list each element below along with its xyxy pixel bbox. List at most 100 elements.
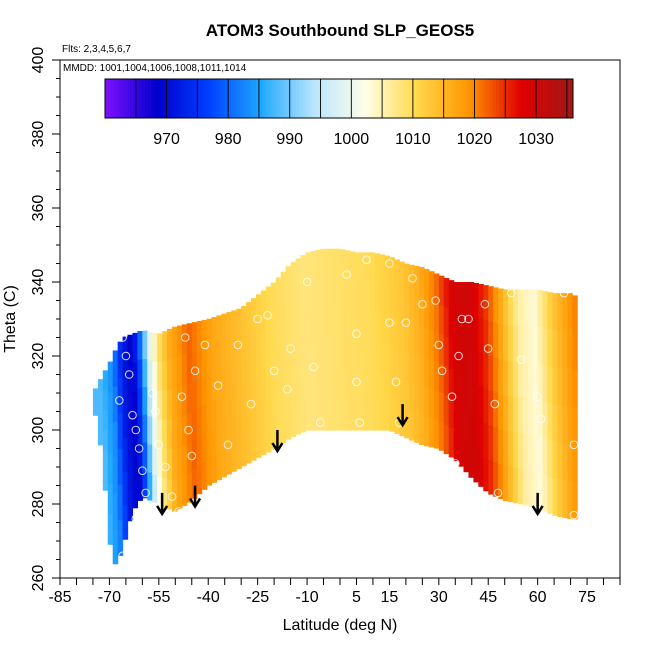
observation-point bbox=[559, 288, 569, 298]
field-cell bbox=[354, 252, 361, 283]
field-cell bbox=[493, 356, 499, 393]
colorbar-tick-label: 980 bbox=[215, 131, 242, 148]
field-cell bbox=[162, 360, 168, 391]
field-cell bbox=[364, 252, 371, 283]
field-cell bbox=[310, 400, 316, 431]
field-cell bbox=[532, 325, 539, 363]
field-cell bbox=[364, 341, 371, 372]
field-cell bbox=[295, 404, 302, 435]
field-cell bbox=[157, 447, 163, 477]
observation-point bbox=[167, 492, 177, 501]
field-cell bbox=[552, 330, 559, 368]
field-cell bbox=[231, 310, 237, 338]
field-cell bbox=[344, 400, 351, 431]
field-cell bbox=[379, 371, 386, 402]
field-cell bbox=[399, 290, 405, 321]
field-cell bbox=[191, 410, 198, 441]
colorbar-tick-label: 1020 bbox=[457, 131, 493, 148]
field-cell bbox=[409, 264, 415, 295]
field-cell bbox=[147, 443, 153, 473]
field-cell bbox=[92, 406, 99, 412]
field-cell bbox=[206, 346, 213, 375]
observation-point bbox=[434, 340, 444, 350]
field-cell bbox=[246, 355, 252, 384]
field-cell bbox=[221, 449, 227, 478]
observation-point bbox=[569, 510, 579, 520]
field-cell bbox=[122, 404, 129, 439]
field-cell bbox=[201, 460, 208, 490]
field-cell bbox=[270, 393, 277, 422]
field-cell bbox=[428, 359, 435, 389]
observation-point bbox=[342, 270, 351, 279]
field-cell bbox=[265, 341, 272, 370]
field-cell bbox=[508, 289, 514, 326]
field-cell bbox=[547, 476, 554, 514]
field-cell bbox=[379, 342, 386, 373]
field-cell bbox=[315, 280, 321, 311]
field-cell bbox=[468, 444, 475, 478]
field-cell bbox=[256, 294, 262, 323]
field-cell bbox=[567, 405, 573, 445]
field-cell bbox=[532, 361, 539, 399]
field-cell bbox=[142, 386, 148, 415]
field-cell bbox=[117, 519, 124, 556]
field-cell bbox=[404, 408, 410, 439]
field-cell bbox=[384, 255, 391, 286]
field-cell bbox=[152, 361, 158, 390]
chart-title: ATOM3 Southbound SLP_GEOS5 bbox=[206, 21, 475, 40]
field-cell bbox=[162, 389, 168, 420]
field-cell bbox=[330, 339, 336, 371]
field-cell bbox=[102, 430, 109, 451]
field-cell bbox=[567, 443, 573, 482]
observation-point bbox=[233, 340, 243, 350]
field-cell bbox=[493, 426, 499, 463]
field-cell bbox=[443, 336, 450, 367]
field-cell bbox=[399, 377, 405, 408]
field-cell bbox=[448, 280, 455, 311]
colorbar-tick-label: 1030 bbox=[518, 131, 554, 148]
field-cell bbox=[221, 395, 227, 423]
field-cell bbox=[537, 472, 544, 510]
field-cell bbox=[157, 418, 163, 448]
field-cell bbox=[374, 312, 381, 343]
field-cell bbox=[503, 430, 509, 466]
observation-point bbox=[131, 425, 141, 435]
field-cell bbox=[349, 251, 356, 282]
field-cell bbox=[167, 478, 173, 510]
field-cell bbox=[547, 365, 554, 404]
field-cell bbox=[498, 358, 504, 395]
field-cell bbox=[537, 435, 544, 473]
field-cell bbox=[325, 339, 331, 371]
field-cell bbox=[201, 348, 208, 377]
field-cell bbox=[147, 359, 153, 389]
field-cell bbox=[443, 394, 450, 425]
field-cell bbox=[315, 340, 321, 371]
field-cell bbox=[349, 400, 356, 431]
field-cell bbox=[142, 414, 148, 443]
field-cell bbox=[256, 321, 262, 350]
field-cell bbox=[379, 400, 386, 431]
field-cell bbox=[557, 441, 563, 480]
field-cell bbox=[448, 397, 455, 428]
field-cell bbox=[448, 427, 455, 458]
field-cell bbox=[567, 368, 573, 407]
field-cell bbox=[428, 388, 435, 419]
field-cell bbox=[97, 390, 104, 402]
field-cell bbox=[330, 399, 336, 431]
field-cell bbox=[478, 418, 484, 454]
field-cell bbox=[162, 418, 168, 449]
field-cell bbox=[201, 376, 208, 406]
field-cell bbox=[201, 404, 208, 434]
field-cell bbox=[112, 457, 119, 494]
field-cell bbox=[369, 370, 376, 401]
field-cell bbox=[280, 385, 287, 415]
field-cell bbox=[226, 366, 232, 394]
observation-point bbox=[536, 414, 546, 424]
field-cell bbox=[315, 400, 321, 431]
field-cell bbox=[246, 382, 252, 410]
observation-point bbox=[187, 451, 197, 461]
observation-point bbox=[315, 418, 325, 427]
y-axis-label: Theta (C) bbox=[2, 285, 19, 353]
field-cell bbox=[226, 419, 232, 448]
field-cell bbox=[488, 459, 494, 495]
